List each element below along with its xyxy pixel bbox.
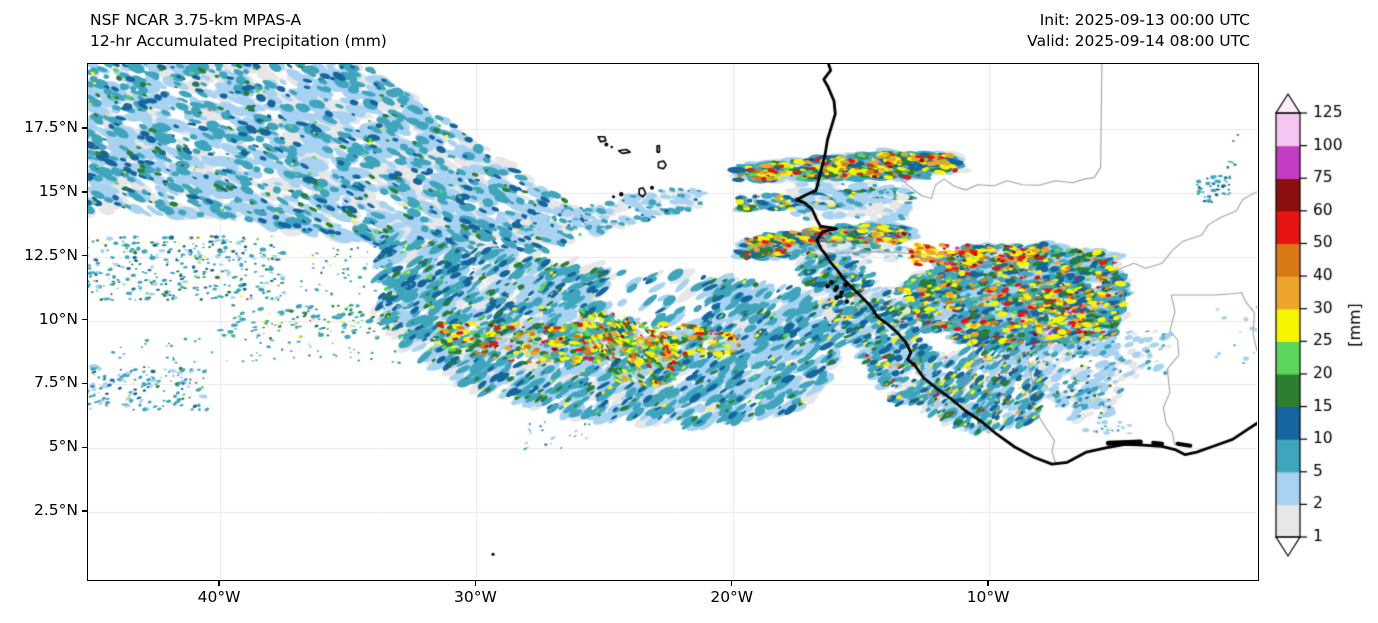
y-tick-label: 17.5°N [24,118,78,137]
y-tick-label: 10°N [38,309,78,328]
run-info: Init: 2025-09-13 00:00 UTC Valid: 2025-09… [1027,10,1250,52]
title-line-1: NSF NCAR 3.75-km MPAS-A [90,11,302,29]
y-axis-tick [82,127,87,129]
x-tick-label: 30°W [453,588,497,606]
title-line-2: 12-hr Accumulated Precipitation (mm) [90,32,387,50]
y-tick-label: 2.5°N [34,501,78,520]
y-axis-tick [82,446,87,448]
precipitation-map-canvas [88,64,1257,579]
y-tick-label: 7.5°N [34,373,78,392]
y-axis-tick [82,255,87,257]
y-axis-tick [82,191,87,193]
figure-title: NSF NCAR 3.75-km MPAS-A 12-hr Accumulated… [90,10,387,52]
colorbar [1264,84,1376,586]
x-tick-label: 10°W [966,588,1010,606]
x-axis-tick [474,581,477,586]
x-axis-tick [731,581,733,586]
y-axis-tick [82,318,87,321]
y-axis-tick [82,510,87,512]
y-tick-label: 15°N [38,181,78,200]
y-tick-label: 12.5°N [24,245,78,264]
x-tick-label: 40°W [197,588,241,606]
init-time: Init: 2025-09-13 00:00 UTC [1039,11,1250,29]
x-axis-tick [218,581,220,586]
map-plot [87,63,1259,581]
y-tick-label: 5°N [48,437,78,456]
x-tick-label: 20°W [710,588,754,606]
valid-time: Valid: 2025-09-14 08:00 UTC [1027,32,1250,50]
x-axis-tick [987,581,989,586]
y-axis-tick [82,382,87,385]
colorbar-canvas [1264,84,1376,586]
